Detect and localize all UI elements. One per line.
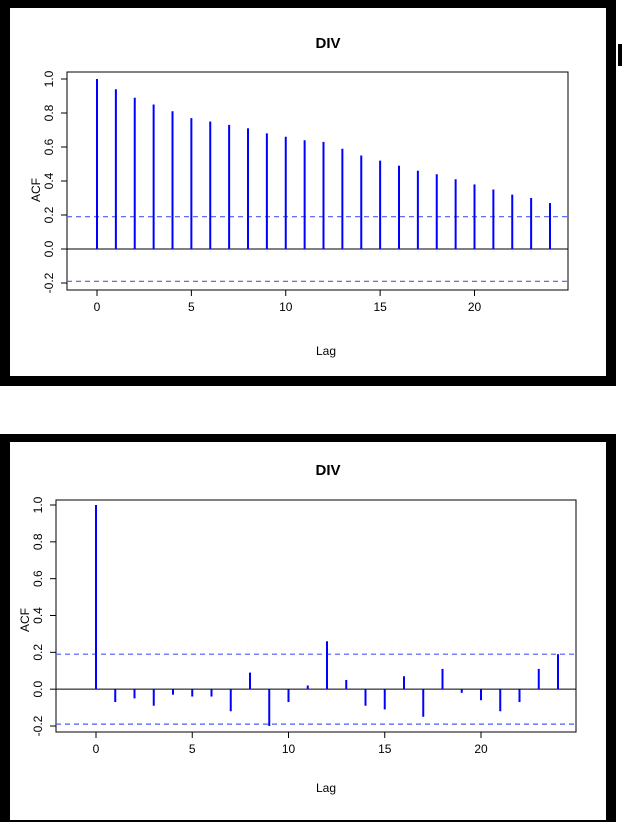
y-tick-label: 0.6 [31, 570, 45, 587]
y-tick-label: 1.0 [42, 70, 56, 87]
plot-sheet-1: DIV ACF Lag -0.2 0.0 0.2 0.4 0.6 0.8 1.0 0 5 10 15… [10, 8, 606, 376]
edge-marker [618, 44, 622, 66]
x-tick-label: 5 [189, 742, 196, 756]
y-tick-label: 0.8 [31, 533, 45, 550]
y-tick-label: 0.0 [42, 240, 56, 257]
y-tick-label: 0.2 [42, 206, 56, 223]
y-tick-label: 0.6 [42, 138, 56, 155]
x-tick-label: 20 [468, 300, 482, 314]
acf-chart-2: DIV ACF Lag -0.2 0.0 0.2 0.4 0.6 0.8 1.0 0 5 10 15… [18, 462, 577, 795]
x-axis-label: Lag [316, 781, 336, 795]
acf-chart-1: DIV ACF Lag -0.2 0.0 0.2 0.4 0.6 0.8 1.0 0 5 10 15… [29, 35, 569, 358]
y-axis-label: ACF [18, 608, 32, 632]
x-axis-label: Lag [316, 344, 336, 358]
y-tick-label: -0.2 [42, 272, 56, 293]
x-tick-label: 0 [93, 742, 100, 756]
x-tick-label: 15 [373, 300, 387, 314]
y-tick-label: 0.2 [31, 644, 45, 661]
y-tick-label: 0.0 [31, 681, 45, 698]
y-tick-label: 0.4 [31, 607, 45, 624]
x-tick-label: 20 [474, 742, 488, 756]
plot-sheet-2: DIV ACF Lag -0.2 0.0 0.2 0.4 0.6 0.8 1.0 0 5 10 15… [10, 442, 606, 820]
x-tick-label: 10 [279, 300, 293, 314]
y-tick-label: 0.4 [42, 172, 56, 189]
y-tick-label: 0.8 [42, 104, 56, 121]
x-tick-label: 15 [378, 742, 392, 756]
x-tick-label: 5 [188, 300, 195, 314]
y-axis-label: ACF [29, 178, 43, 202]
x-tick-label: 0 [94, 300, 101, 314]
y-tick-label: 1.0 [31, 496, 45, 513]
chart-title: DIV [315, 35, 340, 52]
plot-frame [66, 71, 569, 291]
chart-title: DIV [315, 462, 340, 479]
y-tick-label: -0.2 [31, 715, 45, 736]
acf-panel-1: DIV ACF Lag -0.2 0.0 0.2 0.4 0.6 0.8 1.0 0 5 10 15… [0, 0, 616, 386]
acf-panel-2: DIV ACF Lag -0.2 0.0 0.2 0.4 0.6 0.8 1.0 0 5 10 15… [0, 434, 616, 822]
x-tick-label: 10 [282, 742, 296, 756]
